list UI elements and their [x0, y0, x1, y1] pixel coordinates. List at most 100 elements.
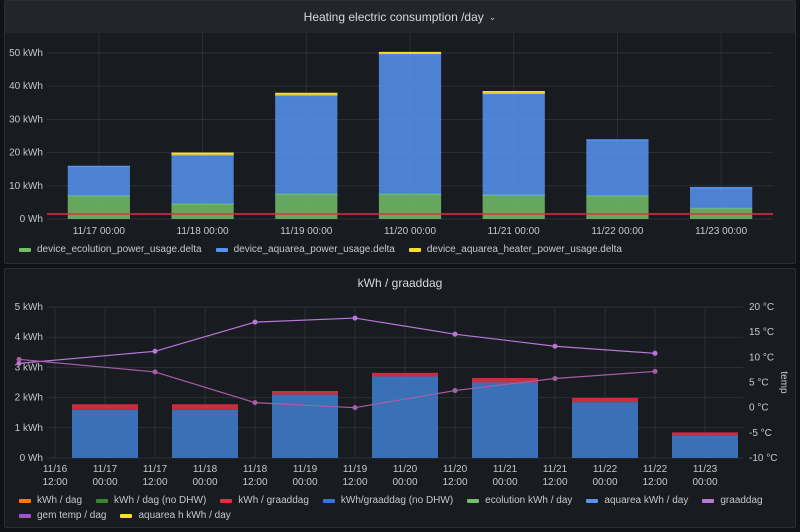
line-point [452, 388, 458, 394]
bar-graaddag [272, 390, 338, 395]
bar-segment [275, 93, 338, 96]
legend-item[interactable]: kWh / graaddag [220, 493, 309, 508]
y-tick-label-right: 15 °C [749, 327, 774, 338]
line-point [16, 360, 22, 366]
y-tick-label-left: 1 kWh [15, 423, 43, 434]
x-tick-label: 11/21 12:00 [542, 464, 567, 488]
x-tick-label-line: 12:00 [342, 477, 367, 488]
legend-label: aquarea h kWh / day [138, 510, 231, 521]
legend-swatch [96, 498, 109, 503]
legend-label: kWh / dag [37, 495, 83, 506]
legend-item[interactable]: device_aquarea_power_usage.delta [215, 242, 395, 257]
x-tick-label: 11/20 12:00 [442, 464, 467, 488]
legend-graaddag: kWh / dag kWh / dag (no DHW) kWh / graadda… [19, 493, 795, 523]
bar-segment [482, 93, 545, 196]
bar-segment [171, 155, 234, 205]
x-tick-label-line: 12:00 [442, 477, 467, 488]
x-tick-label-line: 11/23 [693, 464, 718, 475]
panel-header-2[interactable]: kWh / graaddag [5, 269, 795, 297]
bar-no-dhw [572, 402, 638, 458]
legend-item[interactable]: kWh / dag [19, 493, 82, 508]
x-tick-label-line: 00:00 [392, 477, 417, 488]
x-tick-label: 11/20 00:00 [392, 464, 417, 488]
line-point [452, 331, 458, 337]
panel-header[interactable]: Heating electric consumption /day ⌄ [5, 1, 795, 33]
legend-swatch [220, 498, 233, 503]
x-tick-label-line: 12:00 [142, 477, 167, 488]
legend-item[interactable]: kWh / dag (no DHW) [96, 493, 206, 508]
y-tick-label-left: 0 Wh [20, 453, 43, 464]
bar-segment [586, 139, 649, 196]
legend-item[interactable]: aquarea h kWh / day [120, 508, 231, 523]
bar-no-dhw [72, 409, 138, 458]
bar-graaddag [72, 404, 138, 410]
bar-no-dhw [672, 435, 738, 458]
y-tick-label: 50 kWh [9, 48, 43, 59]
bar-graaddag [572, 397, 638, 403]
chart-graaddag: 0 Wh 1 kWh 2 kWh 3 kWh 4 kWh 5 kWh -10 °C -5 °C… [15, 302, 789, 488]
y-tick-label: 20 kWh [9, 148, 43, 159]
x-tick-label: 11/16 12:00 [42, 464, 67, 488]
legend-item[interactable]: device_ecolution_power_usage.delta [19, 242, 202, 257]
bar-no-dhw [372, 376, 438, 458]
x-tick-label-line: 12:00 [642, 477, 667, 488]
legend-item[interactable]: aquarea kWh / day [586, 493, 688, 508]
bar-segment [275, 95, 338, 195]
x-tick-label-line: 11/21 [543, 464, 568, 475]
legend-item[interactable]: gem temp / dag [19, 508, 106, 523]
bar-segment [67, 195, 130, 219]
x-tick-label-line: 11/17 [93, 464, 118, 475]
y-tick-label-right: 0 °C [749, 403, 769, 414]
bar-segment [586, 195, 649, 219]
panel-title-2[interactable]: kWh / graaddag [357, 276, 443, 290]
line-point [152, 369, 158, 375]
x-tick-label: 11/22 00:00 [592, 464, 617, 488]
x-tick-label-line: 11/19 [343, 464, 368, 475]
legend-item[interactable]: graaddag [702, 493, 763, 508]
x-tick-label-line: 11/16 [43, 464, 68, 475]
legend-swatch [586, 498, 599, 503]
line-point [352, 405, 358, 411]
legend-label: device_ecolution_power_usage.delta [37, 244, 202, 255]
legend-label: aquarea kWh / day [604, 495, 689, 506]
line-point [152, 348, 158, 354]
legend-item[interactable]: ecolution kWh / day [467, 493, 572, 508]
y-tick-label-left: 4 kWh [15, 332, 43, 343]
x-tick-label-line: 12:00 [242, 477, 267, 488]
legend-swatch [19, 247, 31, 252]
bar-graaddag [172, 404, 238, 410]
x-tick-label: 11/20 00:00 [384, 226, 437, 237]
bar-graaddag [472, 377, 538, 383]
bar-segment [171, 204, 234, 219]
x-tick-label: 11/21 00:00 [492, 464, 517, 488]
legend-label: gem temp / dag [37, 510, 107, 521]
heating-consumption-panel: Heating electric consumption /day ⌄ 0 Wh… [4, 0, 796, 264]
bar-segment [275, 194, 338, 219]
x-tick-label-line: 00:00 [192, 477, 217, 488]
legend-swatch [19, 513, 31, 518]
x-tick-label: 11/23 00:00 [695, 226, 748, 237]
bar-graaddag [372, 372, 438, 377]
x-tick-label: 11/17 12:00 [142, 464, 167, 488]
x-tick-label: 11/18 00:00 [192, 464, 217, 488]
x-tick-label: 11/17 00:00 [92, 464, 117, 488]
chart-heating: 0 Wh 10 kWh 20 kWh 30 kWh 40 kWh 50 kWh 11/17 … [9, 33, 773, 237]
legend-swatch [467, 498, 480, 503]
x-tick-label-line: 00:00 [692, 477, 717, 488]
x-tick-label-line: 00:00 [592, 477, 617, 488]
bar-segment [482, 91, 545, 94]
line-point [252, 319, 258, 325]
chevron-down-icon[interactable]: ⌄ [488, 11, 497, 22]
y-tick-label-right: -10 °C [749, 453, 777, 464]
bar-segment [378, 53, 442, 195]
x-tick-label-line: 00:00 [292, 477, 317, 488]
panel-title[interactable]: Heating electric consumption /day [303, 10, 484, 24]
legend-item[interactable]: device_aquarea_heater_power_usage.delta [408, 242, 622, 257]
y-tick-label-left: 3 kWh [15, 362, 43, 373]
line-point [552, 375, 558, 381]
y-tick-label: 40 kWh [9, 81, 43, 92]
x-tick-label: 11/22 12:00 [642, 464, 667, 488]
legend-item[interactable]: kWh/graaddag (no DHW) [322, 493, 453, 508]
legend-swatch [19, 498, 31, 503]
line-point [652, 368, 658, 374]
